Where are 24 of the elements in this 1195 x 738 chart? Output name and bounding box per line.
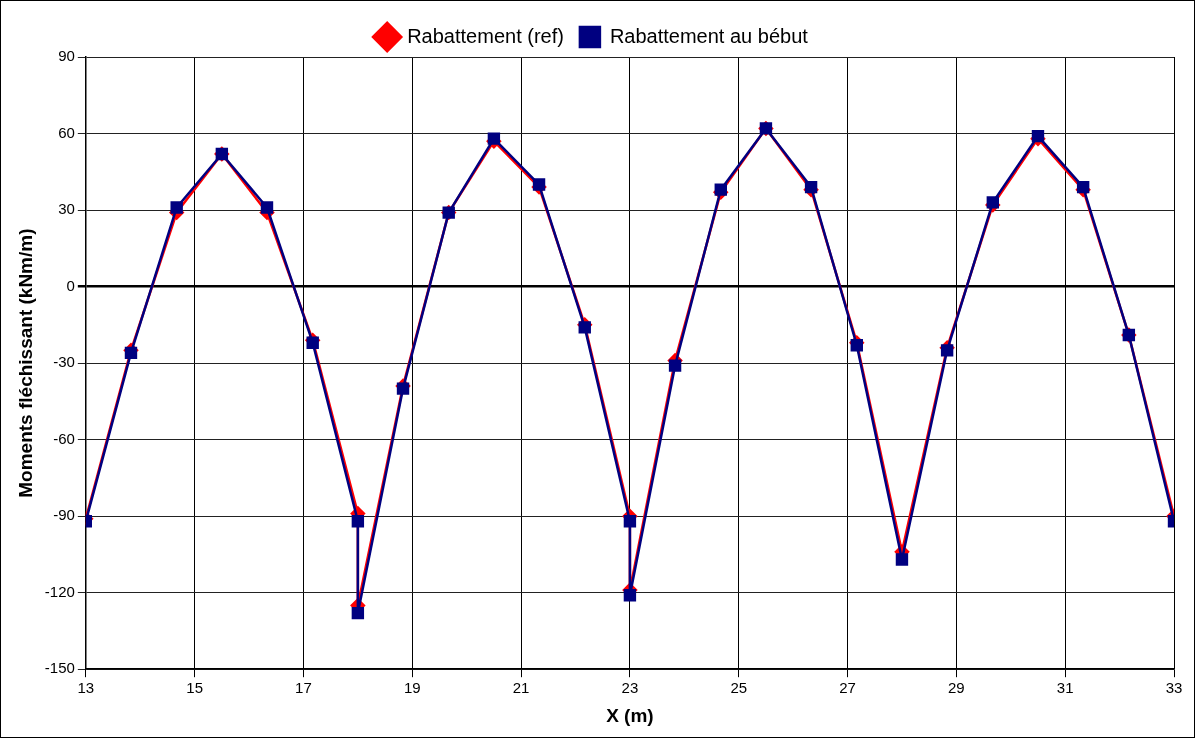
x-tick-label: 27 — [839, 679, 856, 697]
x-tick-label: 31 — [1056, 679, 1074, 697]
x-tick-label: 17 — [295, 679, 312, 697]
x-tick-label: 19 — [403, 679, 421, 697]
y-tick-label: 0 — [66, 276, 75, 294]
y-tick-label: -90 — [53, 506, 75, 524]
legend-label: Rabattement (ref) — [407, 24, 564, 47]
y-tick-label: 60 — [58, 123, 75, 141]
y-tick-label: -150 — [44, 659, 75, 677]
x-tick-label: 13 — [77, 679, 95, 697]
y-tick-label: 90 — [58, 47, 75, 65]
y-axis-title: Moments fléchissant (kNm/m) — [14, 228, 36, 498]
y-tick-label: -60 — [53, 429, 75, 447]
y-tick-label: 30 — [58, 200, 75, 218]
x-axis-title: X (m) — [606, 704, 654, 726]
y-tick-label: -30 — [53, 353, 75, 371]
y-tick-label: -120 — [44, 582, 75, 600]
x-tick-label: 25 — [730, 679, 748, 697]
x-tick-label: 15 — [186, 679, 203, 697]
legend-label: Rabattement au bébut — [609, 24, 809, 47]
x-tick-label: 21 — [512, 679, 530, 697]
x-tick-label: 23 — [621, 679, 639, 697]
x-tick-label: 33 — [1165, 679, 1183, 697]
x-tick-label: 29 — [948, 679, 965, 697]
